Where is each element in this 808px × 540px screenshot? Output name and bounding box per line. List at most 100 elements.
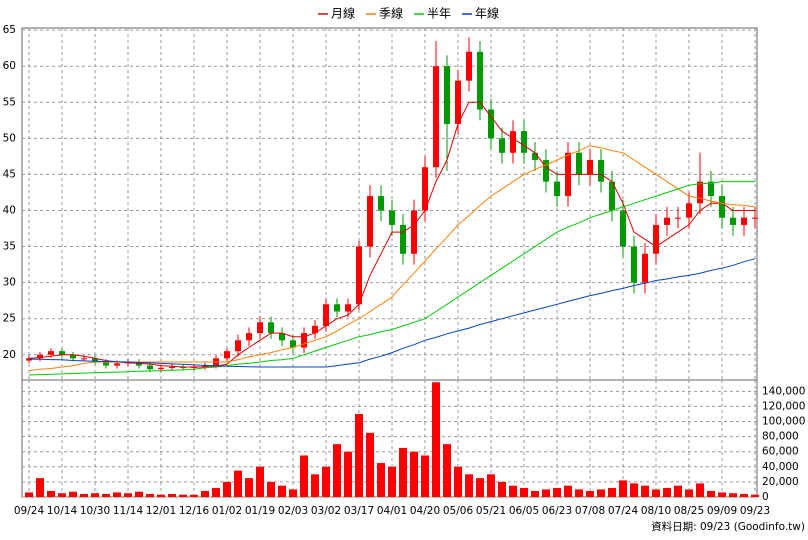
candle-body — [70, 354, 76, 359]
volume-bar — [740, 493, 748, 497]
y-tick-label: 30 — [3, 277, 16, 289]
candle-body — [356, 246, 362, 305]
volume-bar — [619, 480, 627, 497]
y-tick-label: 20 — [3, 349, 16, 361]
legend-label: 半年 — [427, 7, 451, 21]
candle-body — [466, 51, 472, 81]
volume-bar — [179, 494, 187, 497]
volume-bar — [245, 478, 253, 497]
candle-body — [323, 304, 329, 326]
volume-bar — [421, 455, 429, 497]
volume-bar — [751, 494, 759, 497]
y-tick-label: 20,000 — [762, 476, 799, 488]
volume-bar — [333, 444, 341, 497]
volume-bar — [509, 485, 517, 497]
volume-bar — [432, 382, 440, 497]
volume-bar — [696, 483, 704, 497]
y-tick-label: 140,000 — [762, 385, 805, 397]
volume-bar — [707, 490, 715, 497]
x-tick-label: 08/25 — [674, 505, 704, 517]
candle-body — [631, 246, 637, 283]
y-tick-label: 40 — [3, 204, 16, 216]
volume-bar — [344, 451, 352, 497]
candle-body — [532, 152, 538, 160]
footer: 資料日期: 09/23 (Goodinfo.tw) — [651, 520, 805, 533]
volume-bar — [608, 487, 616, 497]
candle-body — [719, 196, 725, 218]
candle-body — [180, 367, 186, 369]
volume-bar — [124, 493, 132, 497]
volume-bar — [718, 492, 726, 497]
candle-body — [708, 181, 714, 197]
x-tick-label: 02/03 — [278, 505, 308, 517]
candle-body — [741, 217, 747, 225]
ma-line — [28, 101, 755, 368]
y-tick-label: 60 — [3, 60, 16, 72]
volume-bar — [498, 481, 506, 497]
volume-bar — [289, 489, 297, 497]
y-tick-label: 50 — [3, 132, 16, 144]
volume-bar — [36, 478, 44, 497]
volume-bar — [102, 493, 110, 497]
candle-body — [411, 210, 417, 254]
candle-body — [444, 66, 450, 124]
volume-bar — [355, 413, 363, 497]
candle-body — [279, 333, 285, 341]
candle-body — [191, 367, 197, 369]
candle-body — [147, 365, 153, 370]
candle-body — [653, 224, 659, 254]
candle-body — [345, 304, 351, 312]
volume-bar — [267, 481, 275, 497]
candle-body — [455, 80, 461, 124]
candle-body — [114, 363, 120, 366]
candle-body — [433, 66, 439, 168]
x-tick-label: 07/24 — [608, 505, 639, 517]
candle-body — [246, 333, 252, 341]
volume-bar — [586, 490, 594, 497]
candle-body — [598, 160, 604, 182]
x-tick-label: 09/24 — [14, 505, 45, 517]
volume-bar — [25, 492, 33, 497]
volume-bar — [311, 474, 319, 497]
candle-body — [169, 367, 175, 369]
ma-line — [28, 258, 756, 368]
volume-bar — [69, 491, 77, 497]
x-tick-label: 06/23 — [542, 505, 572, 517]
volume-bar — [135, 491, 143, 497]
candle-body — [257, 322, 263, 334]
volume-bar — [443, 444, 451, 497]
y-tick-label: 40,000 — [762, 461, 799, 473]
candle-body — [675, 217, 681, 219]
candle-body — [510, 131, 516, 153]
candle-body — [752, 217, 758, 219]
volume-bar — [564, 485, 572, 497]
x-tick-label: 11/14 — [113, 505, 144, 517]
volume-bar — [190, 494, 198, 497]
volume-bar — [531, 490, 539, 497]
volume-bar — [47, 490, 55, 497]
x-tick-label: 09/09 — [707, 505, 737, 517]
volume-bar — [388, 466, 396, 497]
candle-body — [664, 217, 670, 225]
candle-body — [521, 131, 527, 153]
volume-bar — [465, 474, 473, 497]
footer-date: 資料日期: 09/23 — [651, 520, 730, 533]
candle-body — [48, 351, 54, 355]
candle-body — [697, 181, 703, 204]
x-tick-label: 01/02 — [212, 505, 242, 517]
x-tick-label: 08/10 — [641, 505, 671, 517]
candle-body — [477, 51, 483, 110]
legend-label: 月線 — [331, 6, 355, 21]
x-tick-label: 10/30 — [80, 505, 110, 517]
volume-bar — [674, 485, 682, 497]
volume-bar — [399, 447, 407, 497]
volume-bar — [487, 474, 495, 497]
candle-body — [378, 196, 384, 211]
candle-body — [620, 210, 626, 247]
volume-bar — [91, 493, 99, 497]
volume-bar — [80, 493, 88, 497]
volume-bar — [146, 493, 154, 497]
x-tick-label: 01/19 — [245, 505, 275, 517]
volume-bar — [542, 489, 550, 497]
candle-body — [202, 365, 208, 368]
